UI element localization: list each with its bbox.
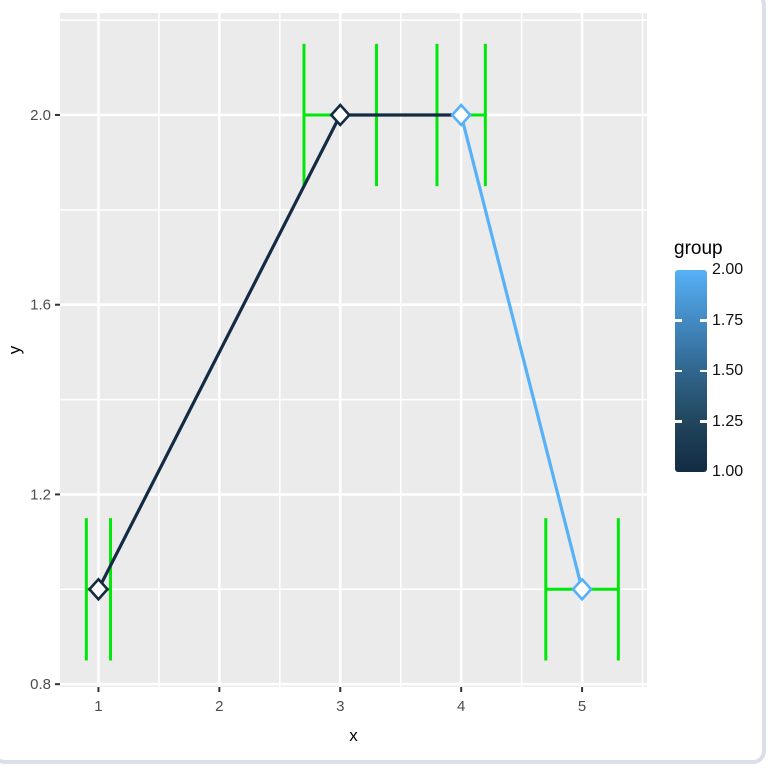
colorbar-tick-label: 1.75	[712, 311, 744, 329]
colorbar-tick-label: 1.25	[712, 412, 744, 430]
y-tick-label: 2.0	[30, 107, 51, 124]
series-line-group-2	[459, 114, 584, 590]
y-tick-label: 1.2	[30, 486, 51, 503]
colorbar-tick-label: 2.00	[712, 261, 744, 278]
x-tick-label: 2	[215, 698, 223, 715]
y-axis-title: y	[5, 345, 24, 355]
panel-background	[60, 13, 647, 687]
colorbar-tick	[675, 420, 682, 423]
point-marker	[450, 103, 472, 127]
point-marker	[87, 577, 110, 602]
point-marker	[571, 577, 593, 602]
colorbar-tick	[675, 369, 682, 373]
point-marker	[329, 103, 352, 127]
y-tick-label: 0.8	[30, 676, 51, 693]
x-tick-label: 3	[336, 698, 344, 715]
y-tick-label: 1.6	[30, 297, 51, 314]
x-tick-label: 4	[457, 698, 465, 715]
colorbar-tick-label: 1.50	[712, 362, 744, 379]
colorbar-tick	[700, 420, 707, 423]
x-tick-label: 1	[94, 698, 102, 715]
x-tick-label: 5	[578, 698, 586, 715]
colorbar-tick	[675, 319, 682, 322]
x-axis-title: x	[349, 726, 358, 745]
colorbar-tick-label: 1.00	[712, 463, 744, 480]
legend-title: group	[674, 238, 723, 259]
colorbar-tick	[700, 369, 707, 373]
colorbar-tick	[700, 319, 707, 322]
